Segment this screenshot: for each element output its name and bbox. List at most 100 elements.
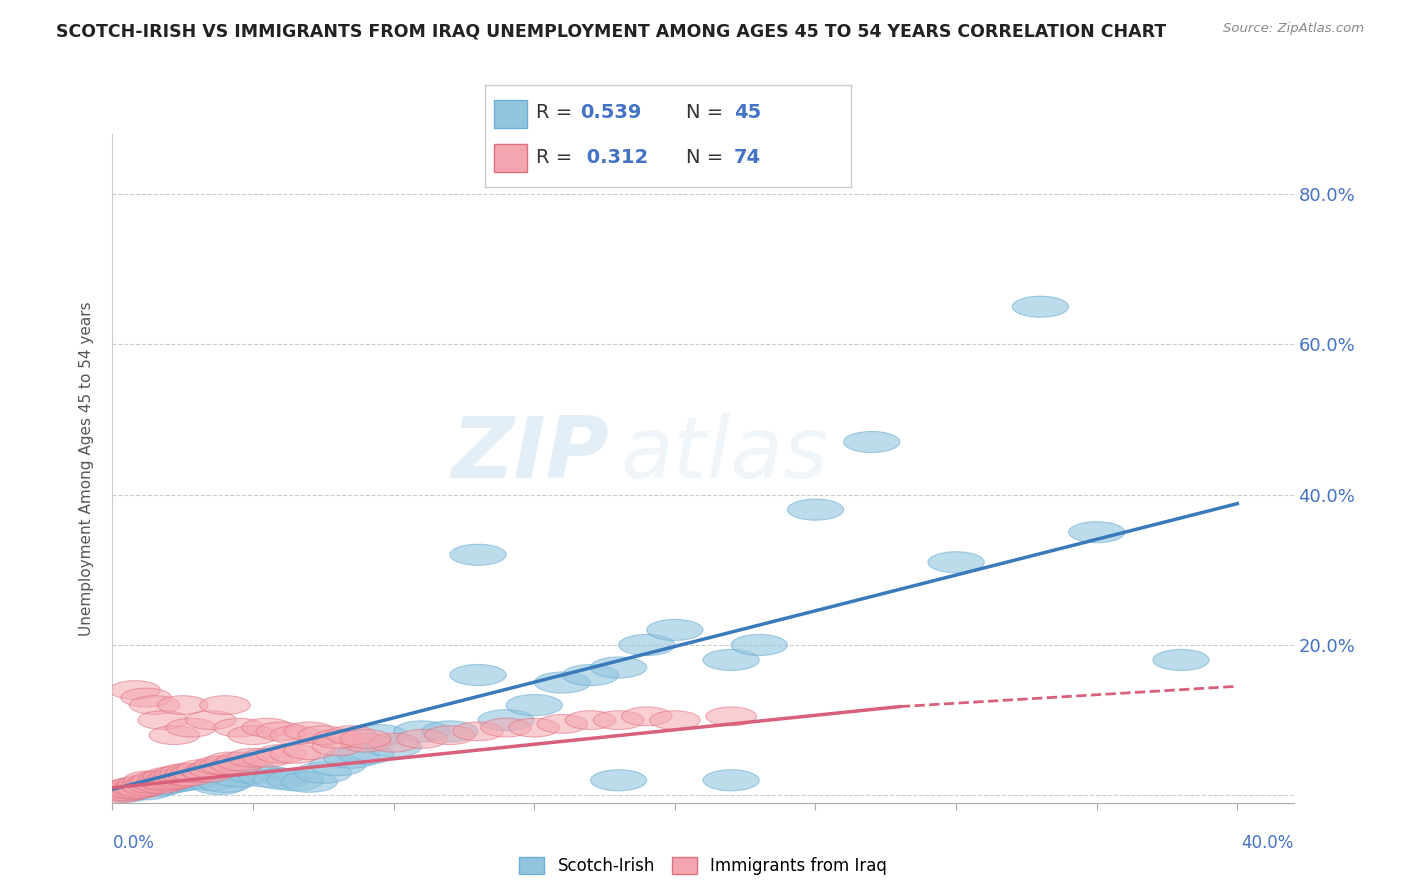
Ellipse shape xyxy=(593,711,644,730)
Ellipse shape xyxy=(149,767,200,786)
Ellipse shape xyxy=(132,771,183,789)
Ellipse shape xyxy=(326,726,377,745)
Ellipse shape xyxy=(647,619,703,640)
Ellipse shape xyxy=(425,726,475,745)
Ellipse shape xyxy=(149,726,200,745)
Ellipse shape xyxy=(703,770,759,791)
Ellipse shape xyxy=(295,762,352,783)
Ellipse shape xyxy=(194,756,245,774)
Ellipse shape xyxy=(107,777,163,798)
Text: 40.0%: 40.0% xyxy=(1241,834,1294,852)
Ellipse shape xyxy=(284,722,335,740)
Text: ZIP: ZIP xyxy=(451,413,609,497)
Ellipse shape xyxy=(141,772,191,791)
Ellipse shape xyxy=(394,721,450,742)
Ellipse shape xyxy=(118,774,169,793)
Ellipse shape xyxy=(239,766,295,787)
Ellipse shape xyxy=(537,714,588,733)
Ellipse shape xyxy=(267,770,323,791)
Ellipse shape xyxy=(127,774,177,793)
Ellipse shape xyxy=(565,711,616,730)
Ellipse shape xyxy=(112,780,163,798)
Ellipse shape xyxy=(188,760,239,779)
Ellipse shape xyxy=(242,748,292,767)
Ellipse shape xyxy=(340,730,391,748)
Ellipse shape xyxy=(312,737,363,756)
Ellipse shape xyxy=(284,740,335,760)
Ellipse shape xyxy=(157,767,208,786)
Text: N =: N = xyxy=(686,103,730,122)
Ellipse shape xyxy=(256,745,307,764)
Ellipse shape xyxy=(98,781,155,802)
Ellipse shape xyxy=(450,544,506,566)
Ellipse shape xyxy=(619,634,675,656)
Text: 45: 45 xyxy=(734,103,761,122)
Ellipse shape xyxy=(591,657,647,678)
Ellipse shape xyxy=(160,764,211,782)
Ellipse shape xyxy=(706,707,756,726)
Ellipse shape xyxy=(183,764,233,782)
Ellipse shape xyxy=(157,696,208,714)
Ellipse shape xyxy=(281,772,337,792)
Text: Source: ZipAtlas.com: Source: ZipAtlas.com xyxy=(1223,22,1364,36)
Ellipse shape xyxy=(253,768,309,789)
Ellipse shape xyxy=(214,718,264,737)
Ellipse shape xyxy=(129,772,180,791)
Ellipse shape xyxy=(621,707,672,726)
Ellipse shape xyxy=(506,695,562,715)
Ellipse shape xyxy=(163,768,219,789)
Ellipse shape xyxy=(143,767,194,786)
Text: 0.312: 0.312 xyxy=(581,148,648,168)
Ellipse shape xyxy=(787,500,844,520)
Ellipse shape xyxy=(200,696,250,714)
Ellipse shape xyxy=(509,718,560,737)
Ellipse shape xyxy=(366,736,422,757)
Ellipse shape xyxy=(191,773,247,795)
Ellipse shape xyxy=(96,784,146,803)
Ellipse shape xyxy=(481,718,531,737)
Text: 0.539: 0.539 xyxy=(581,103,641,122)
Ellipse shape xyxy=(98,780,149,798)
Ellipse shape xyxy=(186,711,236,730)
Ellipse shape xyxy=(562,665,619,686)
Ellipse shape xyxy=(127,776,183,797)
Ellipse shape xyxy=(205,752,256,771)
Ellipse shape xyxy=(110,777,160,796)
Ellipse shape xyxy=(135,774,186,793)
Ellipse shape xyxy=(183,770,239,791)
Text: R =: R = xyxy=(536,148,579,168)
Y-axis label: Unemployment Among Ages 45 to 54 years: Unemployment Among Ages 45 to 54 years xyxy=(79,301,94,636)
Ellipse shape xyxy=(166,718,217,737)
Text: R =: R = xyxy=(536,103,579,122)
Ellipse shape xyxy=(228,748,278,767)
Ellipse shape xyxy=(166,764,217,782)
Ellipse shape xyxy=(1012,296,1069,318)
Ellipse shape xyxy=(352,724,408,746)
Ellipse shape xyxy=(422,721,478,742)
Ellipse shape xyxy=(591,770,647,791)
Ellipse shape xyxy=(138,711,188,730)
Text: 74: 74 xyxy=(734,148,761,168)
Ellipse shape xyxy=(478,710,534,731)
Ellipse shape xyxy=(340,733,391,752)
Ellipse shape xyxy=(163,767,214,786)
FancyBboxPatch shape xyxy=(495,144,527,172)
Ellipse shape xyxy=(121,777,172,796)
Ellipse shape xyxy=(225,762,281,783)
Ellipse shape xyxy=(1069,522,1125,542)
Ellipse shape xyxy=(124,771,174,789)
Ellipse shape xyxy=(110,681,160,699)
Ellipse shape xyxy=(453,722,503,740)
Ellipse shape xyxy=(104,779,155,797)
Ellipse shape xyxy=(256,722,307,740)
Ellipse shape xyxy=(928,552,984,573)
Ellipse shape xyxy=(396,730,447,748)
Ellipse shape xyxy=(323,747,380,768)
Text: 0.0%: 0.0% xyxy=(112,834,155,852)
Ellipse shape xyxy=(270,726,321,745)
Ellipse shape xyxy=(169,766,225,787)
Ellipse shape xyxy=(450,665,506,686)
Ellipse shape xyxy=(135,773,191,795)
Ellipse shape xyxy=(200,756,250,774)
Ellipse shape xyxy=(534,672,591,693)
